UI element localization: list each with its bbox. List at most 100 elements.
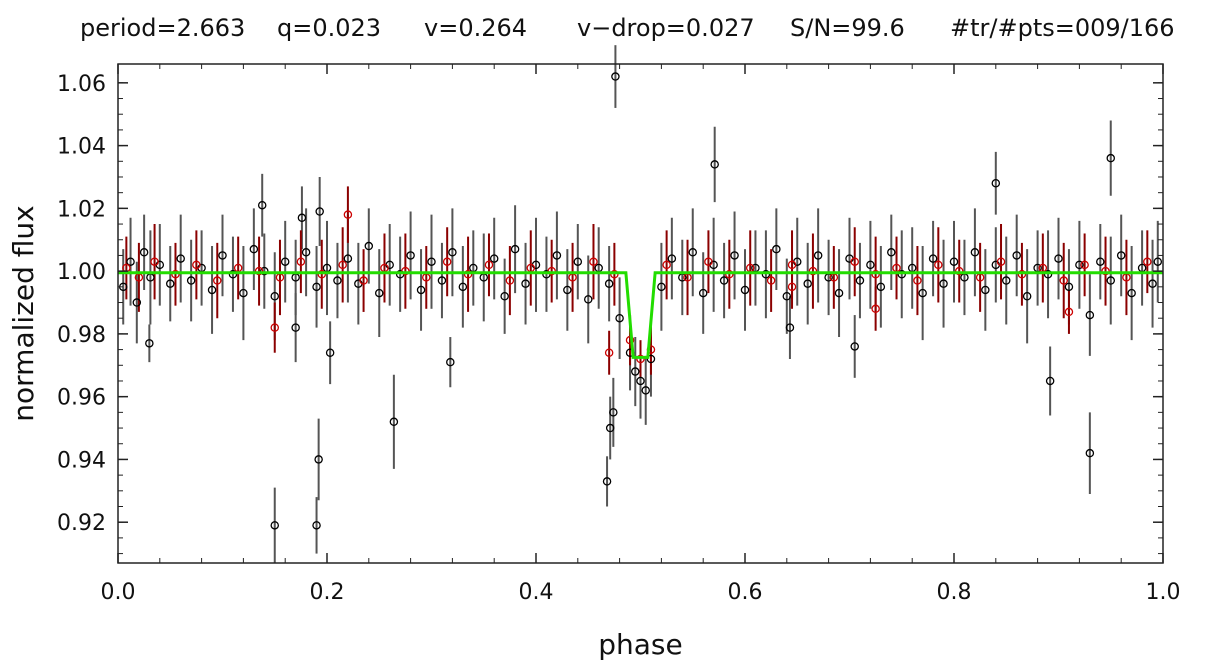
data-point-black xyxy=(343,254,353,263)
data-point-black xyxy=(939,279,948,288)
data-point-black xyxy=(139,248,149,257)
data-point-black xyxy=(448,248,457,257)
header-period: period=2.663 xyxy=(80,14,246,42)
data-point-red xyxy=(787,282,797,292)
data-point-black xyxy=(785,323,795,332)
error-bar-layer xyxy=(122,45,1159,563)
tick-layer: 0.0 0.2 0.4 0.6 0.8 1.0 0.92 0.94 0.96 0.98 1.00 1.… xyxy=(57,64,1181,605)
data-point-black xyxy=(301,248,311,257)
data-point-black xyxy=(949,257,959,266)
data-point-black xyxy=(782,291,792,301)
data-point-black xyxy=(970,248,980,257)
data-point-black xyxy=(1148,279,1157,288)
data-point-black xyxy=(1012,251,1021,260)
data-point-black xyxy=(631,367,640,376)
header-q: q=0.023 xyxy=(277,14,382,42)
data-point-black xyxy=(126,257,135,266)
data-point-black xyxy=(991,179,1001,188)
data-point-black xyxy=(176,254,185,263)
data-point-black xyxy=(1106,153,1116,163)
data-point-black xyxy=(260,266,269,276)
data-point-black xyxy=(698,288,708,298)
data-point-black xyxy=(510,244,520,254)
data-point-black xyxy=(813,251,823,260)
data-point-black xyxy=(186,276,196,285)
data-point-red xyxy=(871,304,880,314)
data-point-red xyxy=(1143,257,1152,266)
data-point-black xyxy=(228,270,238,279)
data-point-red xyxy=(343,210,353,219)
data-point-black xyxy=(145,339,154,348)
data-point-red xyxy=(505,276,515,285)
data-point-black xyxy=(500,291,509,301)
data-point-black xyxy=(1153,257,1163,266)
data-point-black xyxy=(772,244,781,254)
data-point-red xyxy=(1080,260,1089,270)
x-tick-label: 0.8 xyxy=(937,580,972,605)
data-point-red xyxy=(338,260,347,270)
data-point-black xyxy=(688,248,698,257)
data-point-black xyxy=(291,323,300,332)
data-point-red xyxy=(766,276,776,285)
data-point-red xyxy=(547,266,556,276)
data-point-black xyxy=(855,276,865,285)
data-point-black xyxy=(406,251,415,260)
data-point-red xyxy=(442,257,452,266)
data-point-red xyxy=(662,260,671,270)
data-point-black xyxy=(730,251,739,260)
data-point-red xyxy=(254,266,264,276)
data-point-black xyxy=(1116,251,1126,260)
data-point-black xyxy=(427,257,436,266)
data-point-black xyxy=(416,285,426,295)
model-line-layer xyxy=(118,271,1163,359)
header-sn: S/N=99.6 xyxy=(790,14,905,42)
data-point-black xyxy=(1085,310,1095,320)
data-point-red xyxy=(463,270,473,279)
data-point-black xyxy=(1002,276,1011,285)
y-tick-label: 0.92 xyxy=(57,511,106,536)
data-point-black xyxy=(641,386,650,395)
data-point-black xyxy=(333,276,342,285)
data-point-black xyxy=(834,288,844,298)
data-point-black xyxy=(646,354,656,364)
data-point-black xyxy=(636,376,645,386)
y-tick-label: 0.94 xyxy=(57,448,106,473)
data-point-black xyxy=(312,521,321,530)
data-point-black xyxy=(887,248,896,257)
y-tick-label: 1.04 xyxy=(57,135,106,160)
data-point-red xyxy=(1017,270,1027,279)
y-tick-label: 0.96 xyxy=(57,386,106,411)
data-point-black xyxy=(602,477,612,486)
data-point-black xyxy=(270,521,279,530)
data-point-red xyxy=(192,260,201,270)
data-point-red xyxy=(171,270,180,279)
data-point-black xyxy=(446,357,455,367)
data-point-red xyxy=(150,257,159,266)
data-point-black xyxy=(604,279,614,288)
data-point-red xyxy=(1101,266,1110,276)
x-tick-label: 0.0 xyxy=(101,580,136,605)
data-point-red xyxy=(1059,276,1068,285)
data-point-black xyxy=(740,285,750,295)
plot-frame xyxy=(117,63,1164,564)
data-point-black xyxy=(928,254,938,263)
data-point-black xyxy=(605,423,615,433)
data-point-red xyxy=(725,270,734,279)
data-point-black xyxy=(609,408,618,417)
data-point-black xyxy=(667,254,677,263)
data-point-black xyxy=(312,282,321,292)
data-point-black xyxy=(521,279,530,288)
data-point-black xyxy=(615,313,624,323)
data-point-black xyxy=(866,260,875,270)
data-point-black xyxy=(563,285,572,295)
x-tick-label: 0.2 xyxy=(310,580,345,605)
data-point-black xyxy=(239,288,248,298)
x-axis-title: phase xyxy=(598,628,683,661)
x-tick-label: 0.4 xyxy=(519,580,554,605)
data-point-black xyxy=(165,279,175,288)
data-point-red xyxy=(1064,307,1074,317)
data-point-black xyxy=(1075,260,1084,270)
y-tick-label: 1.02 xyxy=(57,197,106,222)
data-point-black xyxy=(207,285,217,295)
